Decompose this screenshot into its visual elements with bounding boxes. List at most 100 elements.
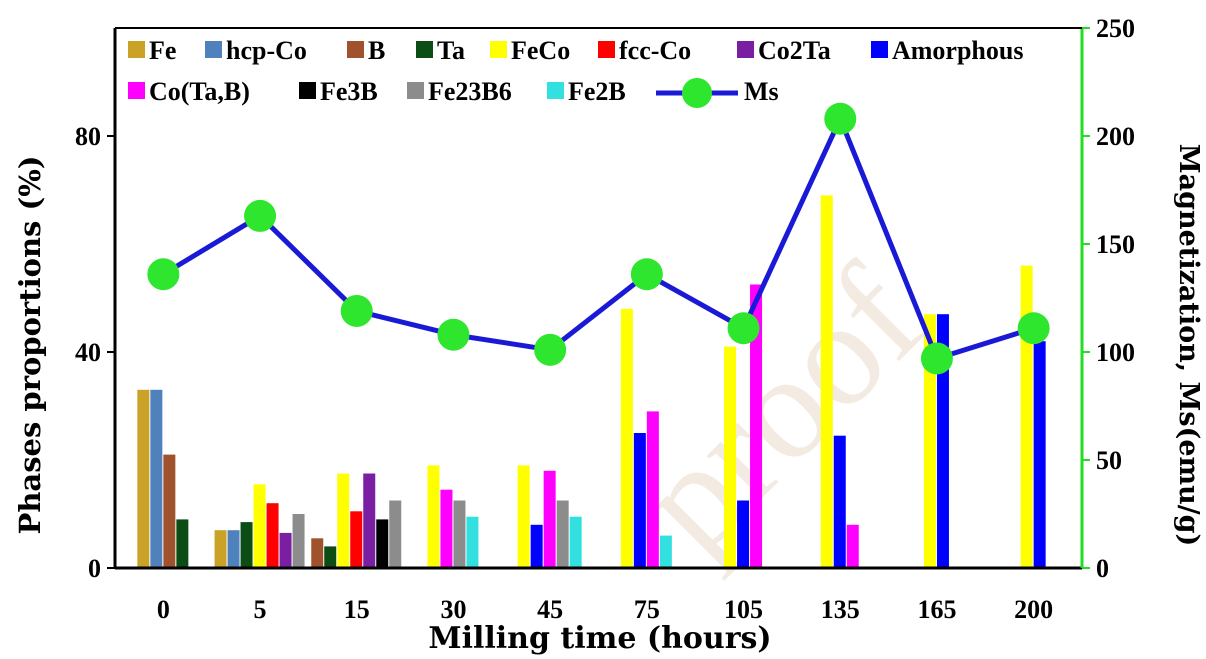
bar-co-ta-b--75: [646, 411, 659, 568]
x-tick-label: 135: [821, 595, 860, 624]
legend-swatch-co-ta-b-: [128, 82, 145, 99]
bar-feco-165: [923, 314, 936, 568]
legend-label-co2ta: Co2Ta: [758, 36, 831, 65]
ms-line: [147, 102, 1050, 375]
bar-ta-15: [324, 546, 337, 568]
bar-feco-135: [820, 195, 833, 568]
x-tick-label: 5: [254, 595, 267, 624]
bar-amorphous-45: [530, 524, 543, 568]
bar-fe2b-30: [466, 516, 479, 568]
bar-hcp-co-0: [150, 389, 163, 568]
bar-co2ta-15: [363, 473, 376, 568]
legend-swatch-hcp-co: [205, 41, 222, 58]
y2-tick-label: 0: [1096, 554, 1109, 583]
bar-amorphous-75: [633, 433, 646, 568]
y-tick-label: 0: [88, 554, 101, 583]
bar-fe23b6-45: [556, 500, 569, 568]
ms-point-15: [340, 294, 373, 327]
x-tick-label: 200: [1014, 595, 1053, 624]
legend-label-fe: Fe: [149, 36, 176, 65]
ms-point-165: [920, 342, 953, 375]
bar-fcc-co-5: [266, 503, 279, 568]
y2-tick-label: 250: [1096, 14, 1135, 43]
legend-label-b: B: [368, 36, 385, 65]
legend-label-fcc-co: fcc-Co: [619, 36, 691, 65]
legend-swatch-fe: [128, 41, 145, 58]
bar-fe23b6-30: [453, 500, 466, 568]
y2-tick-label: 150: [1096, 230, 1135, 259]
legend-label-co-ta-b-: Co(Ta,B): [149, 77, 250, 106]
y2-tick-label: 50: [1096, 446, 1122, 475]
bar-amorphous-200: [1033, 341, 1046, 568]
bar-fe2b-75: [659, 535, 672, 568]
y2-axis-title: Magnetization, Ms(emu/g): [1173, 144, 1204, 547]
bar-amorphous-135: [833, 435, 846, 568]
bar-hcp-co-5: [227, 530, 240, 568]
legend-swatch-feco: [490, 41, 507, 58]
y-tick-label: 40: [75, 338, 101, 367]
ms-point-75: [630, 258, 663, 291]
x-tick-label: 0: [157, 595, 170, 624]
y-axis-title: Phases proportions (%): [13, 156, 47, 535]
bar-amorphous-105: [737, 500, 750, 568]
legend-label-ta: Ta: [437, 36, 465, 65]
ms-point-0: [147, 258, 180, 291]
bar-feco-30: [427, 465, 440, 568]
legend-swatch-fe3b: [299, 82, 316, 99]
legend-label-hcp-co: hcp-Co: [226, 36, 307, 65]
legend-swatch-ms-marker: [682, 78, 712, 108]
legend-swatch-amorphous: [871, 41, 888, 58]
ms-point-135: [824, 102, 857, 135]
bar-ta-0: [176, 519, 189, 568]
bar-fe2b-45: [569, 516, 582, 568]
x-tick-label: 165: [917, 595, 956, 624]
legend-swatch-fcc-co: [598, 41, 615, 58]
bar-fcc-co-15: [350, 511, 363, 568]
bar-co-ta-b--30: [440, 489, 453, 568]
legend-swatch-b: [347, 41, 364, 58]
legend-label-fe2b: Fe2B: [568, 77, 626, 106]
axes: 0 40 80 0 50 100 150 200 250 0 5 15 30 45 75 105 135 165 2…: [75, 14, 1135, 624]
legend-swatch-co2ta: [737, 41, 754, 58]
bar-feco-75: [620, 308, 633, 568]
ms-point-200: [1017, 312, 1050, 345]
x-tick-label: 75: [634, 595, 660, 624]
bar-co2ta-5: [279, 532, 292, 568]
bar-fe23b6-5: [292, 514, 305, 568]
x-tick-label: 30: [440, 595, 466, 624]
bar-b-0: [163, 454, 176, 568]
bar-feco-5: [253, 484, 266, 568]
legend-label-fe23b6: Fe23B6: [428, 77, 512, 106]
bar-feco-105: [724, 346, 737, 568]
x-tick-label: 45: [537, 595, 563, 624]
ms-series-line: [162, 116, 1035, 361]
bar-fe3b-15: [376, 519, 389, 568]
bar-ta-5: [240, 522, 253, 568]
y2-tick-label: 100: [1096, 338, 1135, 367]
y2-tick-label: 200: [1096, 122, 1135, 151]
bar-fe23b6-15: [389, 500, 402, 568]
legend-label-amorphous: Amorphous: [892, 36, 1023, 65]
ms-point-30: [437, 318, 470, 351]
bar-feco-15: [337, 473, 350, 568]
ms-point-105: [727, 312, 760, 345]
legend: Fe hcp-Co B Ta FeCo fcc-Co Co2Ta Amorphous Co(Ta…: [128, 36, 1023, 108]
y-tick-label: 80: [75, 122, 101, 151]
legend-label-ms: Ms: [744, 77, 779, 106]
legend-label-feco: FeCo: [511, 36, 570, 65]
bar-fe-0: [137, 389, 150, 568]
bar-amorphous-165: [936, 314, 949, 568]
ms-point-5: [244, 199, 277, 232]
bar-co-ta-b--45: [543, 470, 556, 568]
x-tick-label: 15: [344, 595, 370, 624]
bar-co-ta-b--105: [750, 284, 763, 568]
legend-label-fe3b: Fe3B: [320, 77, 378, 106]
bar-feco-200: [1020, 265, 1033, 568]
x-axis-title: Milling time (hours): [428, 621, 771, 656]
legend-swatch-ta: [416, 41, 433, 58]
legend-swatch-fe2b: [547, 82, 564, 99]
bar-marks: [137, 195, 1046, 568]
ms-point-45: [534, 333, 567, 366]
bar-co-ta-b--135: [846, 524, 859, 568]
